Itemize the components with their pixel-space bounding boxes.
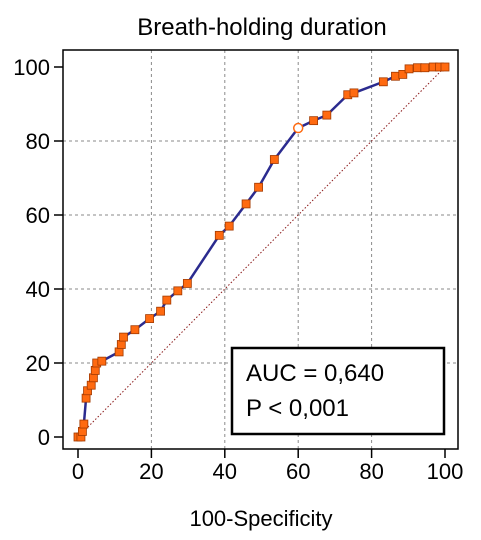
roc-point — [156, 306, 165, 316]
y-tick-label: 40 — [26, 277, 50, 302]
roc-point — [378, 77, 388, 87]
y-tick-label: 80 — [26, 129, 50, 154]
x-tick-label: 40 — [213, 459, 237, 484]
roc-point — [90, 365, 100, 375]
y-tick-label: 100 — [13, 55, 50, 80]
roc-point — [81, 393, 91, 403]
roc-point — [420, 63, 430, 73]
roc-point — [349, 88, 359, 98]
roc-markers — [73, 62, 450, 442]
roc-point — [254, 182, 263, 192]
roc-point — [97, 356, 107, 366]
axes — [54, 49, 459, 458]
auc-text: AUC = 0,640 — [246, 360, 384, 387]
roc-point — [79, 419, 89, 429]
roc-point — [114, 347, 124, 357]
roc-point — [413, 63, 422, 73]
reference-line — [77, 66, 446, 438]
x-tick-label: 100 — [427, 459, 464, 484]
y-tick-label: 60 — [26, 203, 50, 228]
roc-point — [130, 325, 140, 335]
roc-point — [145, 314, 154, 324]
y-tick-label: 0 — [38, 425, 50, 450]
auc-box: AUC = 0,640 P < 0,001 — [230, 346, 446, 436]
tick-labels: 0 20 40 60 80 100 0 20 40 60 80 100 — [13, 55, 463, 484]
y-tick-label: 20 — [26, 351, 50, 376]
auc-box-frame — [230, 346, 446, 436]
reference-diagonal — [77, 66, 446, 438]
roc-point — [391, 71, 400, 81]
x-tick-label: 0 — [72, 459, 84, 484]
roc-point — [224, 221, 234, 231]
p-value-text: P < 0,001 — [246, 395, 349, 422]
roc-point-open — [292, 122, 304, 134]
chart-title: Breath-holding duration — [137, 14, 387, 41]
x-tick-label: 20 — [139, 459, 163, 484]
roc-point — [241, 199, 251, 209]
roc-point — [78, 427, 87, 436]
plot-frame — [62, 49, 459, 450]
roc-point — [89, 373, 98, 383]
roc-point — [404, 64, 414, 74]
roc-point — [119, 332, 128, 342]
roc-point — [309, 116, 319, 126]
roc-point — [86, 380, 96, 390]
roc-point — [322, 110, 332, 120]
roc-point — [173, 286, 183, 296]
x-tick-label: 80 — [359, 459, 383, 484]
roc-point — [116, 340, 126, 349]
roc-point — [440, 62, 450, 72]
roc-point — [269, 155, 279, 164]
roc-point — [214, 230, 224, 240]
roc-point — [182, 279, 192, 288]
x-axis-label: 100-Specificity — [189, 506, 332, 531]
roc-point — [398, 70, 408, 79]
x-tick-label: 60 — [286, 459, 310, 484]
roc-point — [162, 295, 172, 305]
